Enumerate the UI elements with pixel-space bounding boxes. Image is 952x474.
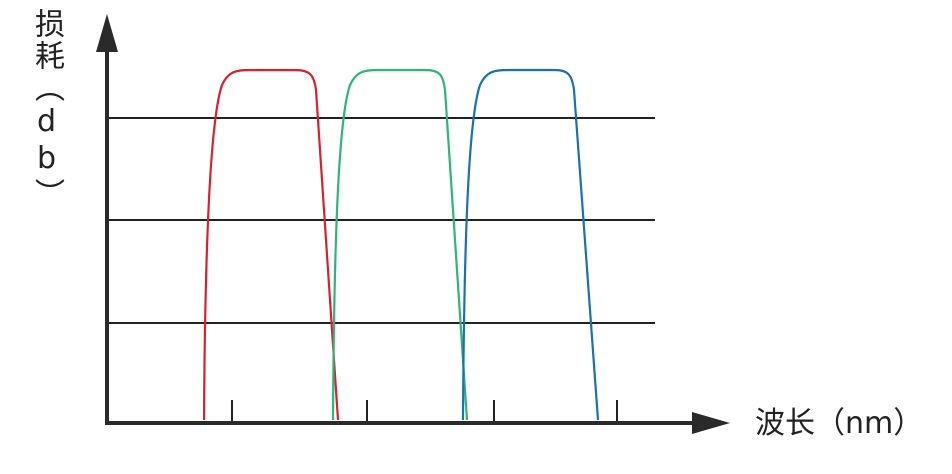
red-curve <box>202 68 340 421</box>
curves <box>202 68 600 421</box>
x-axis-label: 波长（nm） <box>755 406 924 441</box>
blue-curve <box>461 68 600 421</box>
y-arrow <box>96 14 118 52</box>
x-arrow <box>692 412 730 434</box>
y-axis-label: 损耗（db） <box>29 8 64 210</box>
axes <box>96 14 730 434</box>
green-curve <box>331 68 469 421</box>
grid <box>107 117 655 423</box>
